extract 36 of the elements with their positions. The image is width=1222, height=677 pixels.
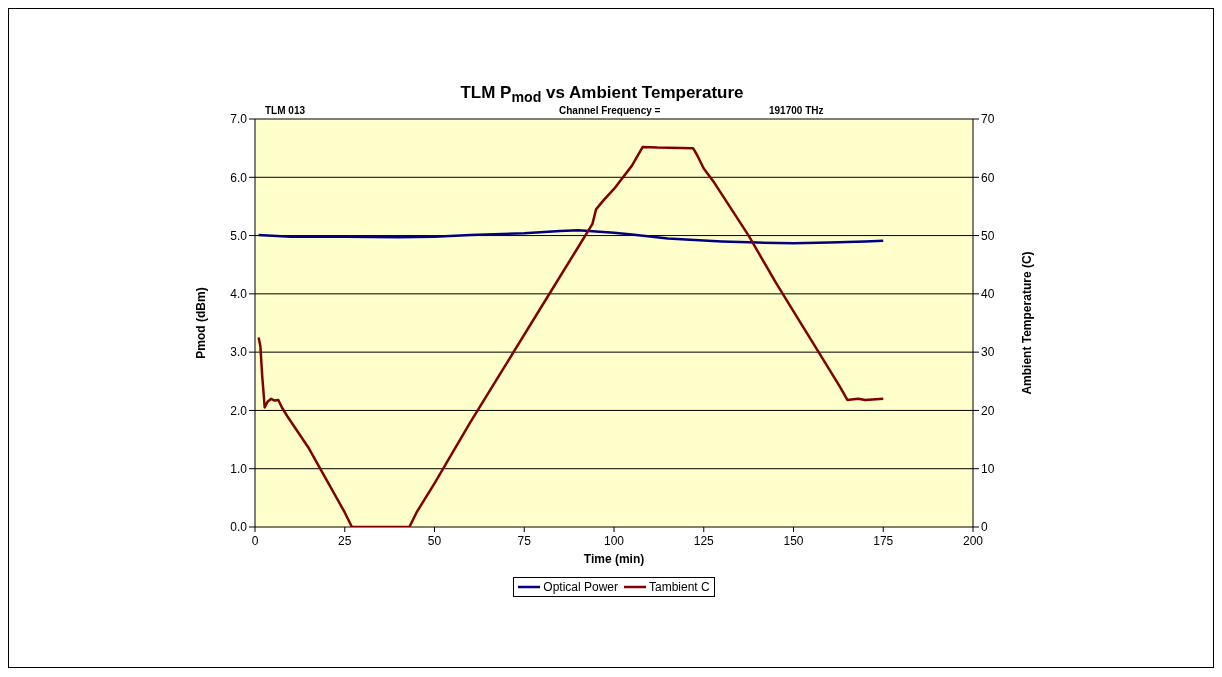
x-tick-label: 175: [873, 533, 894, 548]
x-tick-label: 150: [783, 533, 804, 548]
y-tick-label: 4.0: [230, 287, 248, 302]
y2-tick-label: 70: [981, 112, 995, 127]
chart-title: TLM P$_{mod}$ vs Ambient Temperature: [459, 83, 745, 106]
y-tick-label: 3.0: [230, 345, 248, 360]
x-tick-label: 25: [338, 533, 352, 548]
x-tick-label: 0: [251, 533, 259, 548]
text: 191700 THz: [769, 105, 824, 116]
y-tick-label: 5.0: [230, 228, 248, 243]
x-tick-label: 100: [603, 533, 625, 548]
y-tick-label: 7.0: [230, 112, 248, 127]
y2-tick-label: 40: [981, 287, 995, 302]
legend-label: Optical Power: [542, 580, 618, 594]
y2-tick-label: 0: [981, 520, 988, 535]
y-tick-label: 6.0: [230, 170, 248, 185]
y-tick-label: 0.0: [230, 520, 248, 535]
y2-tick-label: 50: [981, 228, 995, 243]
y-axis-title: Pmod (dBm): [194, 287, 209, 359]
y-tick-label: 2.0: [230, 403, 248, 418]
y-tick-label: 1.0: [230, 461, 248, 476]
line-series: [257, 145, 885, 527]
x-axis-title: Time (min): [583, 552, 645, 566]
y2-tick-label: 10: [981, 461, 995, 476]
y2-axis-title: Ambient Temperature (C): [1020, 251, 1035, 395]
y2-tick-label: 30: [981, 345, 995, 360]
y2-tick-label: 60: [981, 170, 995, 185]
y2-tick-label: 20: [981, 403, 995, 418]
text: Channel Frequency =: [559, 105, 661, 116]
text: TLM 013: [265, 105, 306, 116]
legend-label: Tambient C: [648, 580, 710, 594]
x-tick-label: 200: [962, 533, 984, 548]
x-tick-label: 75: [517, 533, 532, 548]
x-tick-label: 125: [693, 533, 715, 548]
line-series: [257, 229, 885, 245]
x-tick-label: 50: [427, 533, 442, 548]
